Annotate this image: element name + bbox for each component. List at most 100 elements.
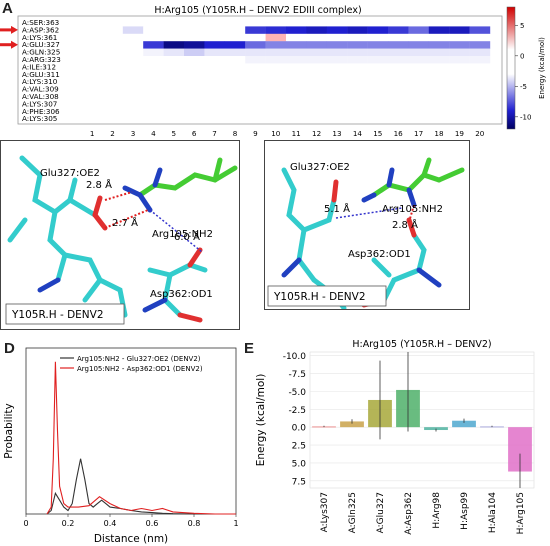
heatmap-row-label: A:GLU:327	[22, 40, 60, 49]
bar	[508, 427, 532, 472]
heatmap-cell	[204, 93, 225, 101]
distance-label-d2-b: 2.7 Å	[112, 216, 138, 229]
heatmap-cell	[184, 107, 205, 116]
heatmap-cell	[224, 107, 246, 116]
heatmap-row-label: A:GLN:325	[22, 48, 60, 57]
panel-label-e: E	[244, 340, 255, 357]
heatmap-cell	[143, 63, 164, 71]
heatmap-cell	[143, 56, 164, 64]
heatmap-cell	[265, 107, 287, 116]
distance-label-d1-b: 2.8 Å	[86, 178, 112, 191]
heatmap-cell	[428, 78, 450, 86]
heatmap-cell	[163, 19, 185, 27]
heatmap-cell	[286, 85, 307, 94]
bar-x-tick-label: A:Asp362	[404, 492, 414, 535]
heatmap-cell	[82, 70, 103, 79]
heatmap-cell	[245, 33, 266, 42]
heatmap-cell	[163, 56, 185, 64]
heatmap-cell	[306, 56, 327, 64]
heatmap-cell	[265, 19, 287, 27]
hbond-arg-asp-c	[408, 204, 415, 223]
heatmap-cell	[306, 107, 327, 116]
heatmap-cell	[265, 78, 287, 86]
heatmap-cell	[408, 41, 429, 49]
structure-panel-c: Glu327:OE2 Arg105:NH2 Asp362:OD1 5.1 Å 2…	[264, 140, 470, 310]
heatmap-cell	[245, 19, 266, 27]
heatmap-cell	[388, 85, 409, 94]
heatmap-cell	[367, 78, 389, 86]
heatmap-cell	[265, 85, 287, 94]
heatmap-column-label: 1	[90, 129, 95, 138]
heatmap-row-label: A:SER:363	[22, 18, 59, 27]
heatmap-cell	[204, 63, 225, 71]
heatmap-cell	[102, 26, 123, 34]
heatmap-cell	[347, 41, 368, 49]
heatmap-cell	[122, 85, 144, 94]
arrow-icon	[0, 40, 18, 49]
heatmap-cell	[184, 70, 205, 79]
heatmap-cell	[469, 41, 491, 49]
heatmap-cell	[122, 63, 144, 71]
label-asp-b: Asp362:OD1	[150, 289, 213, 300]
heatmap-cell	[388, 100, 409, 108]
heatmap-cell	[224, 115, 246, 123]
heatmap-cell	[122, 107, 144, 116]
label-arg-c: Arg105:NH2	[382, 204, 443, 215]
heatmap-cell	[265, 70, 287, 79]
heatmap-cell	[469, 33, 491, 42]
heatmap-row-label: A:LYS:310	[22, 77, 58, 86]
heatmap-cell	[204, 48, 225, 57]
heatmap-column-label: 2	[110, 129, 115, 138]
colorbar-ticks: 5 0 -5 -10	[515, 22, 531, 121]
heatmap-column-label: 18	[434, 129, 444, 138]
heatmap-cell	[408, 100, 429, 108]
heatmap-cell	[163, 78, 185, 86]
heatmap-cell	[82, 100, 103, 108]
caption-box-c	[267, 285, 387, 307]
heatmap-cell	[469, 48, 491, 57]
heatmap-cell	[286, 70, 307, 79]
heatmap-cell	[204, 107, 225, 116]
heatmap-row-label: A:GLU:311	[22, 70, 60, 79]
line-x-tick-label: 0.6	[146, 519, 159, 528]
heatmap-cell	[143, 107, 164, 116]
heatmap-cell	[184, 56, 205, 64]
heatmap-cell	[163, 85, 185, 94]
colorbar-tick-label: 5	[520, 22, 524, 30]
line-plot-area	[25, 347, 237, 515]
distance-label-d2-c: 2.8 Å	[392, 218, 418, 231]
heatmap-cell	[286, 78, 307, 86]
bar-y-axis-label: Energy (kcal/mol)	[255, 374, 267, 467]
heatmap-cell	[469, 93, 491, 101]
heatmap-cell	[224, 63, 246, 71]
heatmap-cell	[265, 26, 287, 34]
line-x-tick-label: 0.2	[62, 519, 75, 528]
heatmap-column-label: 7	[212, 129, 217, 138]
heatmap-cell	[82, 19, 103, 27]
heatmap-cell	[224, 41, 246, 49]
heatmap-cell	[428, 115, 450, 123]
heatmap-cell	[449, 41, 470, 49]
heatmap-cell	[408, 19, 429, 27]
frame-c	[264, 140, 470, 310]
heatmap-cell	[469, 78, 491, 86]
molecule-sticks-b	[7, 155, 238, 323]
heatmap-cell	[306, 19, 327, 27]
bar-chart-panel: H:Arg105 (Y105R.H – DENV2) -10.0 -7.5 -5.0…	[255, 339, 535, 535]
heatmap-cell	[245, 85, 266, 94]
heatmap-cell	[224, 85, 246, 94]
heatmap-cell	[184, 93, 205, 101]
panel-label-a: A	[2, 0, 13, 17]
heatmap-cell	[306, 100, 327, 108]
heatmap-cell	[326, 70, 348, 79]
heatmap-cell	[449, 33, 470, 42]
heatmap-cell	[428, 26, 450, 34]
heatmap-cell	[102, 56, 123, 64]
heatmap-cell	[469, 26, 491, 34]
heatmap-cell	[449, 19, 470, 27]
heatmap-cell	[224, 100, 246, 108]
heatmap-cell	[408, 93, 429, 101]
heatmap-cell	[184, 48, 205, 57]
heatmap-cell	[143, 41, 164, 49]
heatmap-column-label: 5	[172, 129, 177, 138]
